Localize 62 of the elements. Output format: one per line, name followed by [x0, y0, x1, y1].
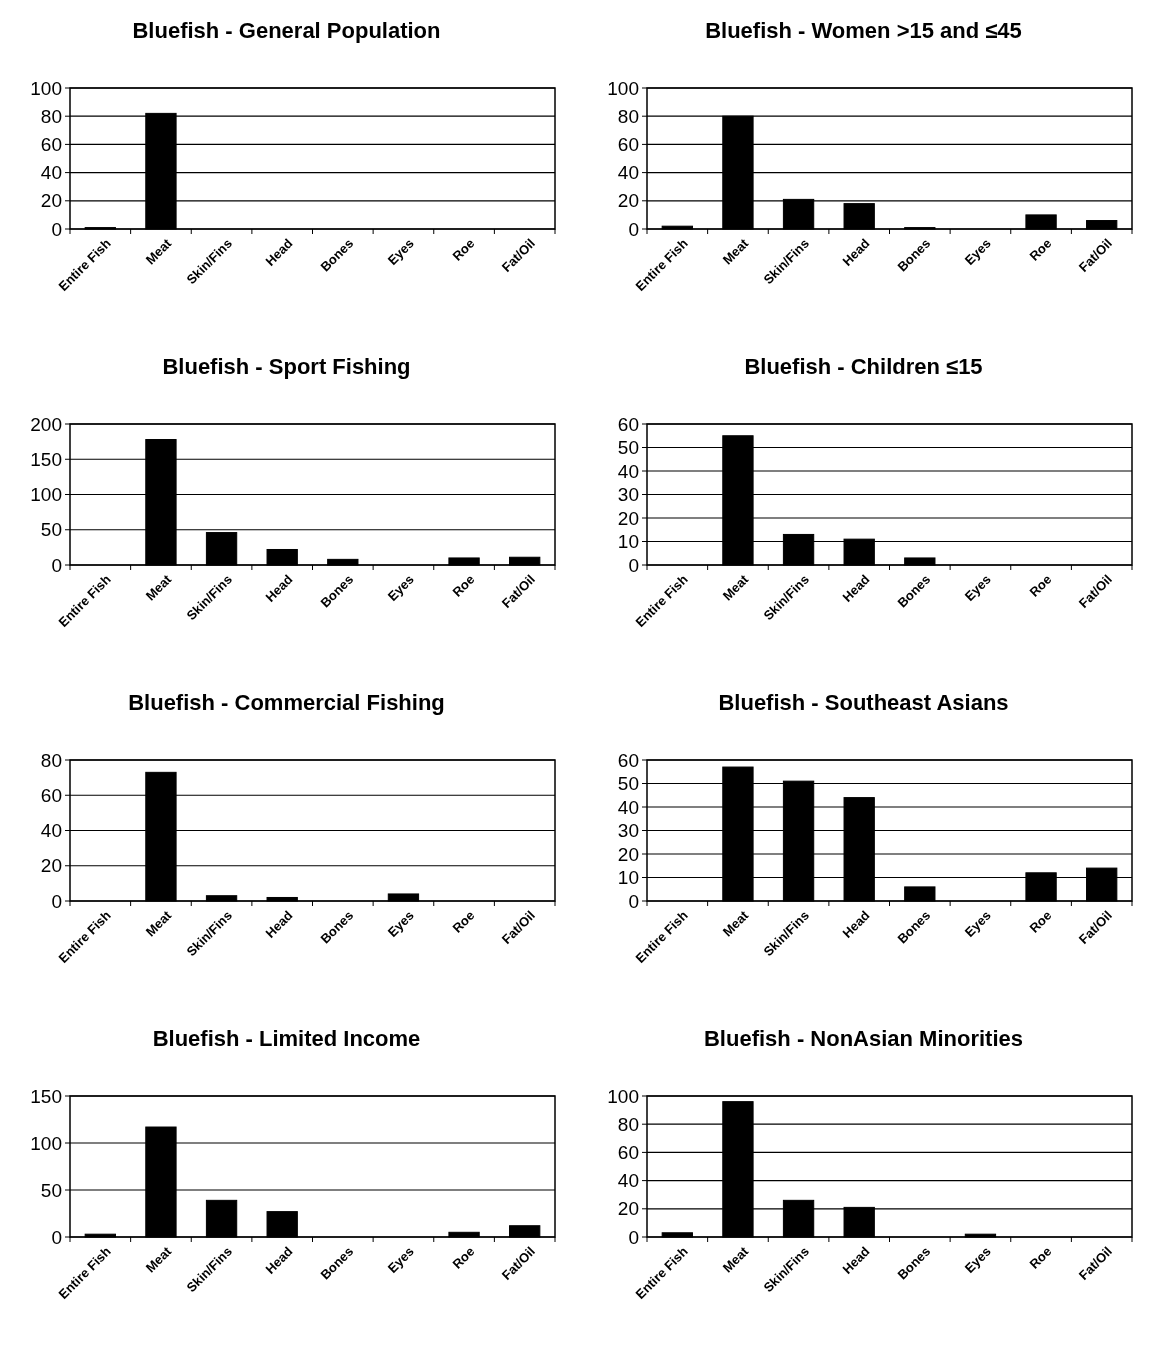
y-tick-label: 50 — [40, 519, 62, 541]
x-tick-label: Roe — [1026, 571, 1055, 600]
y-tick-label: 20 — [617, 1198, 639, 1220]
y-tick-label: 40 — [617, 796, 639, 818]
y-tick-label: 0 — [51, 890, 62, 912]
y-tick-label: 200 — [30, 413, 62, 435]
y-tick-label: 0 — [628, 890, 639, 912]
y-tick-label: 60 — [617, 1142, 639, 1164]
y-tick-label: 40 — [617, 460, 639, 482]
x-tick-label: Roe — [449, 1243, 478, 1272]
y-tick-label: 100 — [30, 484, 62, 506]
y-tick-label: 20 — [617, 507, 639, 529]
y-tick-label: 10 — [617, 867, 639, 889]
x-tick-label: Roe — [1026, 907, 1055, 936]
y-tick-label: 100 — [607, 1085, 639, 1107]
y-tick-label: 0 — [51, 554, 62, 576]
y-tick-label: 100 — [30, 77, 62, 99]
y-tick-label: 80 — [40, 749, 62, 771]
y-tick-label: 0 — [628, 554, 639, 576]
y-tick-label: 20 — [40, 190, 62, 212]
chart-title: Bluefish - Sport Fishing — [162, 354, 411, 379]
x-tick-label: Roe — [449, 235, 478, 264]
y-tick-label: 0 — [51, 1226, 62, 1248]
y-tick-label: 0 — [628, 1226, 639, 1248]
y-tick-label: 10 — [617, 531, 639, 553]
chart-title: Bluefish - Southeast Asians — [718, 690, 1009, 715]
x-tick-label: Roe — [1026, 235, 1055, 264]
chart-title: Bluefish - General Population — [132, 18, 441, 43]
y-tick-label: 20 — [40, 855, 62, 877]
y-tick-label: 60 — [40, 784, 62, 806]
y-tick-label: 30 — [617, 484, 639, 506]
x-tick-label: Roe — [449, 907, 478, 936]
y-tick-label: 0 — [628, 218, 639, 240]
y-tick-label: 40 — [617, 162, 639, 184]
x-tick-label: Roe — [449, 571, 478, 600]
y-tick-label: 50 — [617, 773, 639, 795]
chart-title: Bluefish - Women >15 and ≤45 — [705, 18, 1022, 43]
y-tick-label: 100 — [607, 77, 639, 99]
y-tick-label: 150 — [30, 448, 62, 470]
y-tick-label: 40 — [617, 1170, 639, 1192]
y-tick-label: 0 — [51, 218, 62, 240]
y-tick-label: 20 — [617, 843, 639, 865]
y-tick-label: 100 — [30, 1132, 62, 1154]
y-tick-label: 60 — [617, 413, 639, 435]
y-tick-label: 60 — [617, 749, 639, 771]
y-tick-label: 40 — [40, 162, 62, 184]
y-tick-label: 60 — [40, 134, 62, 156]
y-tick-label: 50 — [40, 1179, 62, 1201]
y-tick-label: 80 — [40, 105, 62, 127]
chart-title: Bluefish - Commercial Fishing — [128, 690, 445, 715]
chart-title: Bluefish - Children ≤15 — [744, 354, 983, 379]
y-tick-label: 50 — [617, 437, 639, 459]
y-tick-label: 80 — [617, 1113, 639, 1135]
y-tick-label: 40 — [40, 820, 62, 842]
chart-title: Bluefish - Limited Income — [152, 1026, 421, 1051]
y-tick-label: 30 — [617, 820, 639, 842]
y-tick-label: 60 — [617, 134, 639, 156]
y-tick-label: 20 — [617, 190, 639, 212]
y-tick-label: 80 — [617, 105, 639, 127]
chart-title: Bluefish - NonAsian Minorities — [703, 1026, 1024, 1051]
x-tick-label: Roe — [1026, 1243, 1055, 1272]
y-tick-label: 150 — [30, 1085, 62, 1107]
